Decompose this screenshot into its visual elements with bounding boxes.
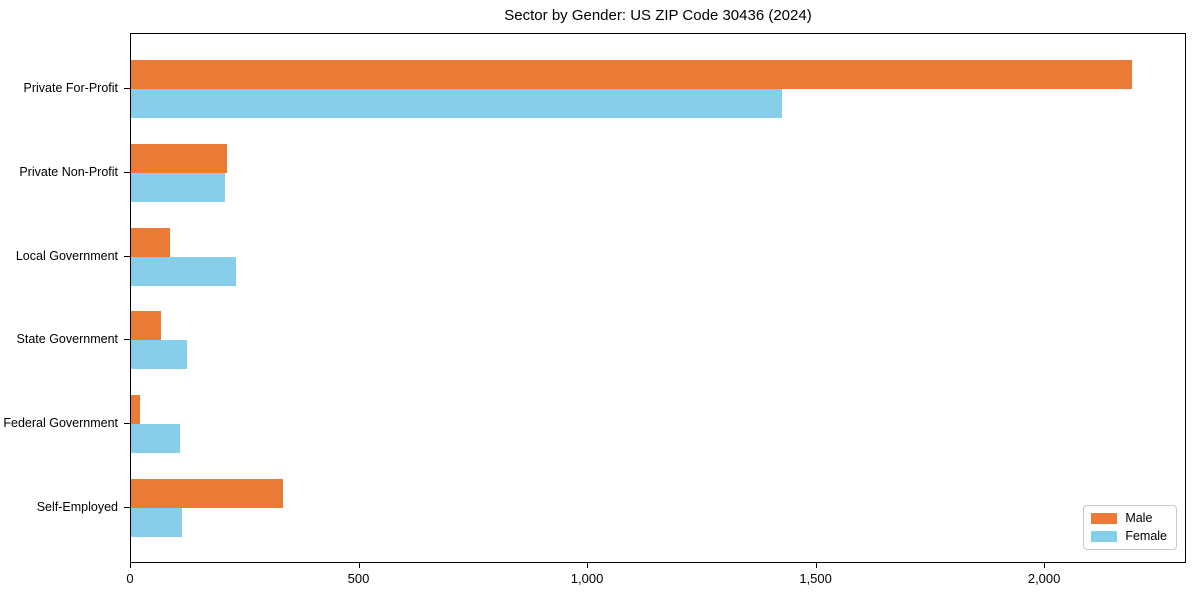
bar-male-local-government (131, 227, 170, 257)
ytick-mark-federal-government (124, 423, 130, 425)
legend-entry-male: Male (1091, 512, 1167, 525)
xtick-label-1,000: 1,000 (570, 571, 604, 586)
bar-male-private-for-profit (131, 60, 1132, 89)
plot-area: Male Female (130, 33, 1186, 563)
xtick-mark-1,000 (587, 563, 589, 568)
ytick-mark-state-government (124, 339, 130, 341)
legend-entry-female: Female (1091, 530, 1167, 543)
bar-female-federal-government (131, 424, 180, 454)
ytick-label-private-for-profit: Private For-Profit (23, 81, 118, 95)
bar-female-private-non-profit (131, 172, 225, 202)
bar-male-private-non-profit (131, 143, 227, 173)
bar-female-state-government (131, 340, 187, 370)
legend: Male Female (1083, 505, 1177, 550)
xtick-label-0: 0 (126, 571, 134, 586)
legend-swatch-male (1091, 513, 1118, 524)
xtick-label-2,000: 2,000 (1027, 571, 1061, 586)
ytick-label-self-employed: Self-Employed (36, 500, 118, 514)
ytick-mark-private-non-profit (124, 171, 130, 173)
xtick-mark-500 (358, 563, 360, 568)
ytick-label-local-government: Local Government (15, 248, 118, 263)
bar-female-self-employed (131, 508, 182, 537)
chart-title: Sector by Gender: US ZIP Code 30436 (202… (504, 7, 812, 24)
bar-male-federal-government (131, 395, 141, 425)
bar-female-local-government (131, 256, 237, 286)
ytick-mark-self-employed (124, 507, 130, 508)
ytick-label-private-non-profit: Private Non-Profit (19, 164, 118, 179)
bar-male-state-government (131, 311, 161, 341)
legend-label-male: Male (1125, 511, 1153, 525)
xtick-mark-2,000 (1044, 563, 1046, 568)
ytick-mark-local-government (124, 255, 130, 257)
legend-swatch-female (1091, 531, 1118, 542)
bar-male-self-employed (131, 479, 284, 508)
xtick-label-500: 500 (347, 571, 370, 586)
legend-label-female: Female (1125, 529, 1167, 543)
xtick-mark-0 (130, 563, 131, 568)
xtick-mark-1,500 (815, 563, 817, 568)
bar-female-private-for-profit (131, 89, 783, 118)
ytick-mark-private-for-profit (124, 88, 130, 89)
xtick-label-1,500: 1,500 (799, 571, 832, 586)
ytick-label-state-government: State Government (16, 332, 118, 347)
ytick-label-federal-government: Federal Government (3, 416, 118, 431)
